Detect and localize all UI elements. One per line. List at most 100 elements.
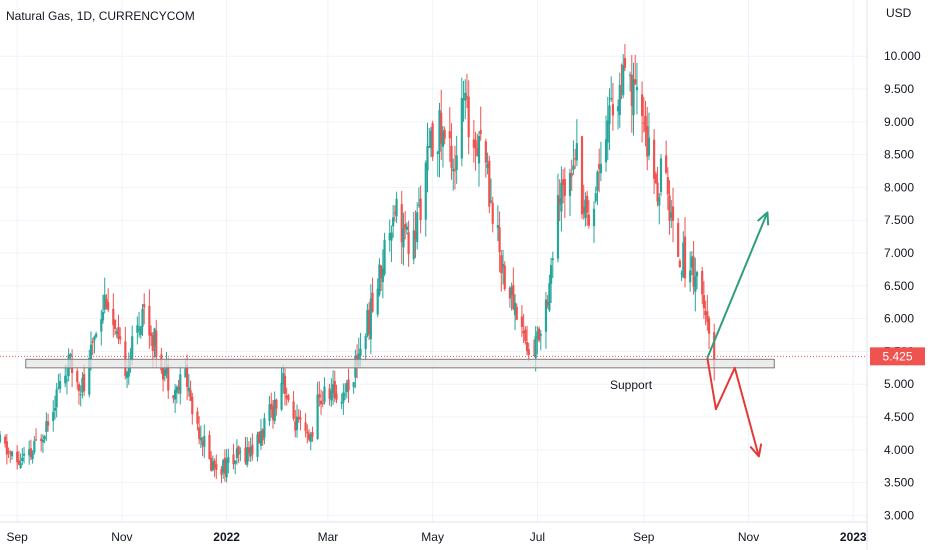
candle-body: [273, 399, 276, 422]
projection-arrows[interactable]: [706, 211, 770, 458]
candle-body: [558, 198, 561, 205]
candle-body: [244, 447, 247, 463]
candle-body: [186, 364, 189, 388]
candle-body: [606, 120, 609, 143]
candle-body: [163, 369, 166, 376]
candle-body: [440, 112, 443, 144]
candle-body: [647, 137, 651, 156]
candle-body: [175, 386, 178, 393]
candle-body: [235, 448, 239, 458]
candle-body: [40, 438, 43, 442]
candle-body: [89, 344, 93, 360]
candle-body: [404, 224, 407, 229]
support-zone[interactable]: [25, 358, 775, 369]
grid-lines: [0, 0, 867, 522]
candle-body: [198, 427, 201, 439]
candle-body: [412, 230, 415, 260]
candle-body: [678, 260, 681, 268]
candle-body: [239, 451, 242, 453]
candle-body: [46, 421, 50, 426]
candle-body: [256, 434, 259, 457]
candle-body: [623, 57, 627, 68]
candle-body: [392, 217, 395, 227]
candle-body: [179, 374, 182, 394]
candle-body: [115, 331, 118, 334]
candle-body: [388, 233, 391, 241]
candle-body: [592, 208, 596, 227]
candle-body: [237, 446, 240, 455]
candle-body: [587, 214, 590, 226]
candle-body: [364, 335, 367, 350]
candle-body: [419, 198, 422, 221]
candle-body: [227, 457, 230, 463]
candle-body: [390, 232, 393, 241]
candle-body: [196, 411, 199, 424]
candle-body: [562, 179, 565, 186]
y-tick-label: 7.000: [884, 246, 914, 260]
candle-body: [95, 333, 98, 337]
candle-body: [328, 388, 331, 399]
candle-body: [654, 173, 657, 184]
candle-body: [41, 439, 45, 443]
candle-body: [491, 202, 494, 224]
candle-body: [400, 204, 403, 243]
candle-body: [537, 328, 541, 341]
candle-body: [223, 457, 227, 474]
candle-body: [294, 421, 297, 431]
candle-body: [644, 115, 647, 132]
candle-body: [172, 395, 175, 399]
candle-body: [498, 227, 501, 253]
candle-body: [31, 452, 34, 460]
y-tick-label: 7.500: [884, 213, 914, 227]
candle-body: [550, 265, 553, 284]
candle-body: [246, 447, 249, 465]
candle-body: [488, 160, 491, 207]
candle-body: [259, 431, 263, 446]
candle-body: [383, 239, 386, 275]
y-tick-label: 9.500: [884, 82, 914, 96]
candle-body: [701, 270, 704, 295]
candle-body: [58, 381, 62, 389]
candle-body: [666, 177, 669, 195]
candle-body: [658, 197, 661, 206]
candle-body: [402, 228, 405, 248]
candle-body: [677, 223, 680, 257]
candle-body: [222, 460, 225, 473]
candle-body: [515, 306, 518, 320]
candle-body: [225, 459, 228, 478]
candle-body: [53, 407, 57, 411]
x-tick-label: Jul: [530, 530, 545, 544]
candle-body: [393, 212, 396, 214]
candle-body: [191, 396, 194, 415]
candle-body: [407, 232, 410, 255]
candle-body: [436, 151, 439, 155]
candle-body: [489, 200, 493, 203]
candle-body: [201, 440, 204, 446]
candle-body: [165, 366, 168, 374]
x-tick-label: Sep: [6, 530, 28, 544]
candle-body: [462, 98, 465, 101]
candle-body: [584, 199, 587, 218]
candle-body: [9, 453, 12, 455]
candle-body: [4, 436, 7, 444]
chart-title: Natural Gas, 1D, CURRENCYCOM: [6, 9, 195, 23]
candle-body: [508, 287, 511, 299]
candle-body: [460, 97, 463, 159]
candle-body: [127, 360, 130, 377]
candle-body: [297, 416, 300, 420]
candle-body: [81, 377, 84, 393]
candle-body: [713, 332, 716, 369]
candle-body: [352, 382, 355, 388]
candle-body: [568, 172, 572, 196]
candle-body: [702, 295, 706, 309]
candle-body: [234, 460, 237, 464]
candle-body: [19, 463, 22, 469]
candle-body: [29, 448, 33, 457]
candle-body: [616, 106, 620, 112]
candle-body: [659, 158, 663, 193]
candle-body: [148, 305, 151, 336]
candle-body: [107, 302, 110, 310]
candle-body: [21, 457, 24, 462]
candle-body: [309, 434, 312, 442]
